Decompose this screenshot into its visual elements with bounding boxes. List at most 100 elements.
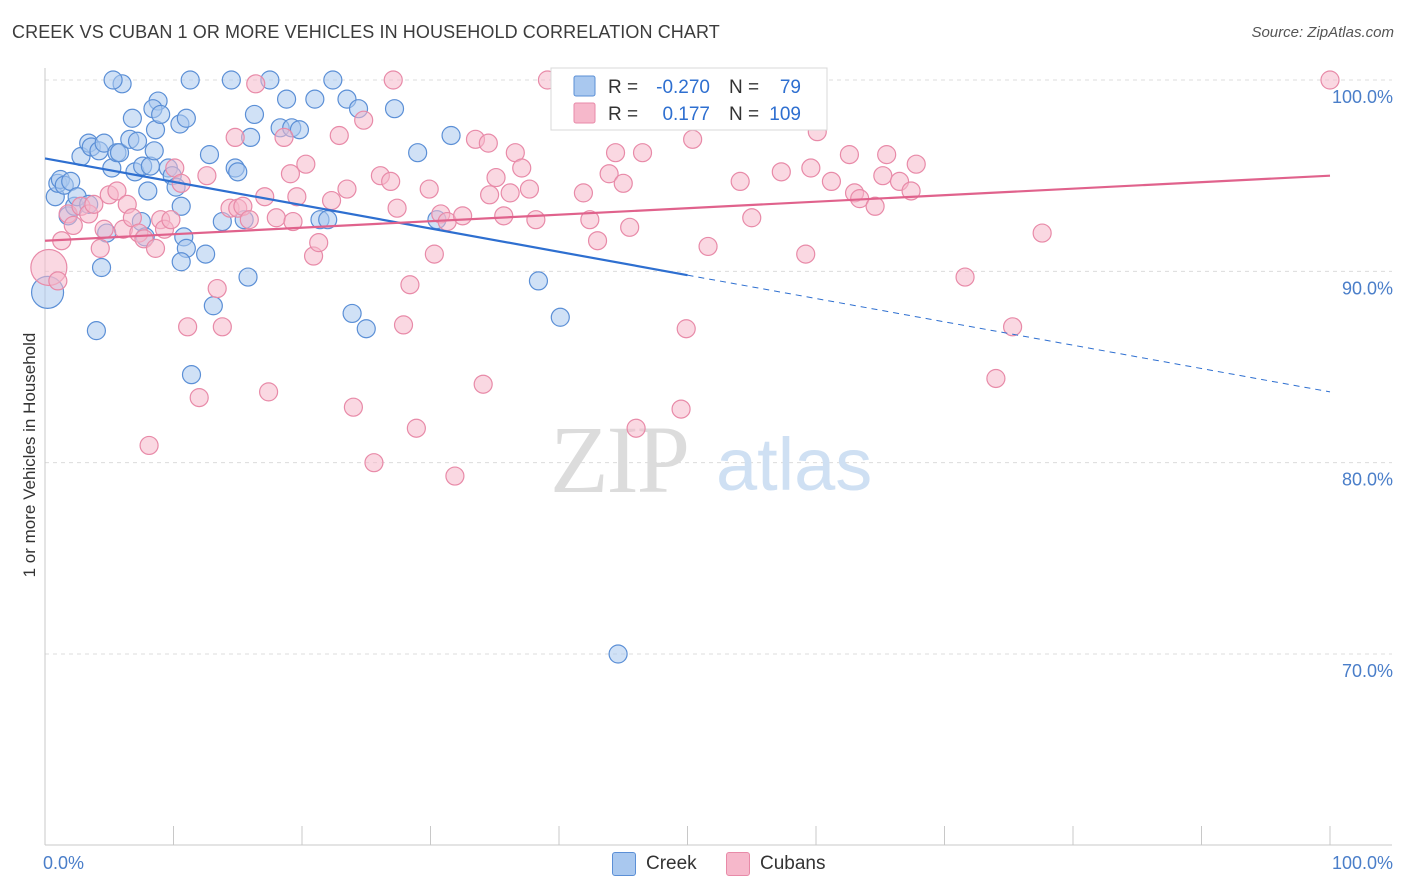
creek-point [342,303,362,324]
legend-n-label-creek: N = [729,77,759,98]
creek-legend-label: Creek [646,853,697,874]
cubans-point [599,164,619,184]
cubans-point [321,190,342,211]
creek-point [127,131,148,151]
legend-n-label-cubans: N = [729,104,759,125]
legend-r-value-creek: -0.270 [656,77,710,98]
creek-points [30,70,628,664]
creek-point [199,145,220,165]
creek-point [91,257,112,278]
cubans-point [381,171,401,192]
creek-point [86,321,107,341]
cubans-point [246,74,266,94]
watermark: ZIP atlas [550,406,872,513]
cubans-point [400,275,420,295]
creek-swatch [612,852,636,876]
cubans-point [580,210,600,230]
cubans-point [274,127,294,147]
creek-point [171,252,191,272]
cubans-legend-label: Cubans [760,853,826,874]
cubans-point [573,183,594,203]
cubans-point [613,173,633,193]
creek-point [441,125,461,146]
cubans-point [329,125,349,146]
y-tick-label: 70.0% [1342,661,1393,681]
cubans-point [796,244,816,264]
cubans-point [207,278,227,299]
cubans-point [821,171,842,192]
cubans-point [865,196,885,216]
creek-trend-line [44,157,688,277]
creek-point [305,89,325,109]
creek-point [528,271,549,291]
cubans-point [683,129,703,149]
cubans-point [84,194,104,214]
bottom-legend: Creek Cubans [0,852,1406,878]
cubans-point [526,210,546,230]
cubans-point [478,133,498,153]
stats-legend: R = -0.270 N = 79 R = 0.177 N = 109 [550,67,828,131]
cubans-trend-line [44,174,1331,242]
cubans-point [280,164,301,184]
cubans-point [771,162,791,182]
cubans-point [901,181,921,201]
creek-point [384,99,405,119]
creek-point [289,120,310,140]
cubans-point [877,145,897,165]
cubans-point [161,210,181,230]
creek-point [244,104,265,125]
cubans-swatch [726,852,750,876]
cubans-point [445,466,465,486]
legend-r-value-cubans: 0.177 [662,104,710,125]
cubans-point [626,418,646,438]
cubans-point [519,179,540,199]
cubans-point [63,215,83,236]
trend-lines [44,157,1331,393]
legend-swatch-creek [573,75,596,97]
cubans-point [189,388,209,408]
cubans-point [406,418,426,438]
cubans-point [139,435,159,456]
cubans-point [873,166,893,186]
creek-point [203,296,223,316]
bottom-legend-cubans: Cubans [726,852,826,876]
creek-point [171,196,191,216]
cubans-point [671,399,691,419]
cubans-point [283,211,303,232]
creek-point [109,143,130,163]
cubans-point [1003,317,1023,337]
creek-point [196,244,216,264]
watermark-atlas: atlas [716,423,872,506]
cubans-point [730,171,750,192]
creek-point [608,644,628,664]
creek-point [94,133,114,153]
cubans-point [343,397,363,417]
cubans-point [424,244,444,264]
cubans-point [296,154,316,174]
cubans-point [512,158,532,178]
cubans-point [906,154,926,174]
creek-point [138,181,158,201]
cubans-point [225,127,245,147]
cubans-point [500,183,520,203]
grid-lines [45,79,1392,655]
cubans-point [287,187,307,207]
legend-n-value-creek: 79 [780,77,801,98]
cubans-point [258,382,279,402]
cubans-point [620,217,640,237]
creek-trend-extrapolation [687,274,1331,393]
legend-r-label-cubans: R = [608,104,638,125]
cubans-point [107,181,127,201]
creek-point [356,319,376,339]
creek-point [408,143,428,163]
creek-point [180,70,200,90]
cubans-point [587,231,608,251]
watermark-zip: ZIP [550,406,688,513]
creek-point [323,70,343,90]
creek-point [103,70,123,90]
cubans-point [309,233,329,253]
cubans-point [145,238,166,258]
bottom-legend-creek: Creek [612,852,697,876]
cubans-point [393,315,414,335]
